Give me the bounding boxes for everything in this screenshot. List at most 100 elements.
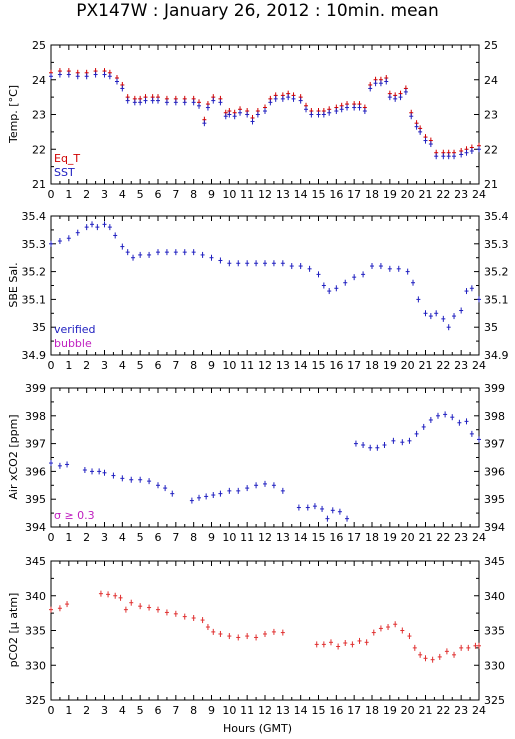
x-tick-label: 11 — [240, 188, 254, 201]
x-tick-label: 2 — [83, 188, 90, 201]
y-tick-label-right: 325 — [484, 694, 505, 707]
y-tick-label-left: 35 — [32, 321, 46, 334]
y-tick-label-right: 35.2 — [484, 266, 509, 279]
x-tick-label: 23 — [454, 359, 468, 372]
x-tick-label: 19 — [383, 359, 397, 372]
x-tick-label: 18 — [365, 704, 379, 717]
x-tick-label: 0 — [48, 188, 55, 201]
y-tick-label-left: 21 — [32, 178, 46, 191]
x-tick-label: 14 — [294, 531, 308, 544]
x-tick-label: 9 — [208, 359, 215, 372]
y-tick-label-left: 397 — [25, 438, 46, 451]
x-tick-label: 2 — [83, 359, 90, 372]
x-tick-label: 23 — [454, 704, 468, 717]
plot-frame — [50, 44, 480, 185]
y-tick-label-right: 330 — [484, 659, 505, 672]
y-tick-label-right: 34.9 — [484, 349, 509, 362]
y-tick-label-left: 340 — [25, 590, 46, 603]
y-tick-label-left: 35.2 — [22, 266, 47, 279]
x-tick-label: 21 — [419, 531, 433, 544]
x-tick-label: 24 — [472, 704, 486, 717]
x-tick-label: 3 — [101, 359, 108, 372]
x-tick-label: 0 — [48, 359, 55, 372]
y-tick-label-left: 335 — [25, 625, 46, 638]
y-tick-label-right: 345 — [484, 555, 505, 568]
x-tick-label: 9 — [208, 704, 215, 717]
x-tick-label: 13 — [276, 704, 290, 717]
x-tick-label: 7 — [172, 359, 179, 372]
x-tick-label: 2 — [83, 704, 90, 717]
x-tick-label: 8 — [190, 531, 197, 544]
x-tick-label: 12 — [258, 359, 272, 372]
x-tick-label: 8 — [190, 359, 197, 372]
x-tick-label: 21 — [419, 704, 433, 717]
x-tick-label: 6 — [155, 704, 162, 717]
x-tick-label: 5 — [137, 188, 144, 201]
x-tick-label: 16 — [329, 531, 343, 544]
x-tick-label: 16 — [329, 704, 343, 717]
y-tick-label-right: 335 — [484, 625, 505, 638]
x-tick-label: 0 — [48, 531, 55, 544]
x-tick-label: 10 — [222, 704, 236, 717]
y-tick-label-left: 399 — [25, 382, 46, 395]
y-tick-label-right: 340 — [484, 590, 505, 603]
x-tick-label: 11 — [240, 359, 254, 372]
x-tick-label: 1 — [65, 359, 72, 372]
y-tick-label-left: 395 — [25, 493, 46, 506]
x-tick-label: 3 — [101, 531, 108, 544]
x-tick-label: 11 — [240, 704, 254, 717]
x-tick-label: 24 — [472, 359, 486, 372]
plot-frame — [50, 560, 480, 701]
x-tick-label: 13 — [276, 188, 290, 201]
y-tick-label-right: 21 — [484, 178, 498, 191]
y-tick-label-left: 35.1 — [22, 293, 47, 306]
x-tick-label: 7 — [172, 704, 179, 717]
x-tick-label: 12 — [258, 531, 272, 544]
legend-entry: Eq_T — [54, 152, 80, 165]
plot-frame — [50, 387, 480, 528]
y-tick-label-left: 24 — [32, 74, 46, 87]
y-tick-label-right: 35.4 — [484, 210, 509, 223]
y-tick-label-right: 25 — [484, 39, 498, 52]
x-tick-label: 1 — [65, 188, 72, 201]
x-tick-label: 1 — [65, 704, 72, 717]
x-tick-label: 8 — [190, 188, 197, 201]
x-tick-label: 17 — [347, 359, 361, 372]
x-tick-label: 17 — [347, 188, 361, 201]
x-tick-label: 24 — [472, 188, 486, 201]
y-tick-label-left: 394 — [25, 521, 46, 534]
x-tick-label: 6 — [155, 531, 162, 544]
x-tick-label: 10 — [222, 359, 236, 372]
x-tick-label: 4 — [119, 359, 126, 372]
x-tick-label: 16 — [329, 359, 343, 372]
x-tick-label: 15 — [312, 531, 326, 544]
x-tick-label: 20 — [401, 188, 415, 201]
y-tick-label-left: 25 — [32, 39, 46, 52]
x-tick-label: 22 — [436, 531, 450, 544]
y-tick-label-left: 396 — [25, 465, 46, 478]
y-tick-label-left: 35.3 — [22, 238, 47, 251]
x-tick-label: 17 — [347, 531, 361, 544]
y-tick-label-left: 23 — [32, 109, 46, 122]
legend-entry: bubble — [54, 337, 92, 350]
legend-entry: SST — [54, 166, 75, 179]
x-tick-label: 12 — [258, 188, 272, 201]
y-tick-label-right: 23 — [484, 109, 498, 122]
y-tick-label-right: 395 — [484, 493, 505, 506]
x-tick-label: 5 — [137, 359, 144, 372]
x-tick-label: 22 — [436, 704, 450, 717]
x-tick-label: 19 — [383, 704, 397, 717]
x-tick-label: 7 — [172, 531, 179, 544]
x-tick-label: 22 — [436, 359, 450, 372]
x-tick-label: 4 — [119, 704, 126, 717]
chart-title: PX147W : January 26, 2012 : 10min. mean — [76, 1, 439, 21]
x-tick-label: 2 — [83, 531, 90, 544]
x-tick-label: 24 — [472, 531, 486, 544]
x-tick-label: 17 — [347, 704, 361, 717]
x-tick-label: 4 — [119, 531, 126, 544]
x-tick-label: 23 — [454, 188, 468, 201]
y-axis-label: pCO2 [μ atm] — [7, 593, 20, 668]
x-tick-label: 5 — [137, 531, 144, 544]
x-tick-label: 14 — [294, 704, 308, 717]
x-tick-label: 20 — [401, 359, 415, 372]
